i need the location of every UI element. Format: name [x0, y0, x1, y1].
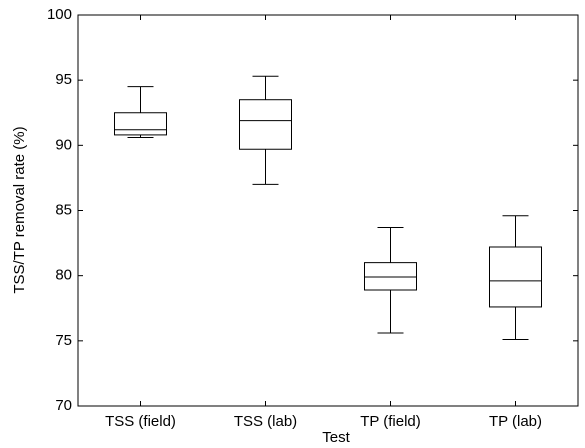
box	[239, 99, 292, 150]
x-axis-label: Test	[322, 429, 350, 446]
x-tick-label: TP (field)	[360, 413, 421, 430]
plot-frame	[77, 14, 579, 407]
x-tick-label: TP (lab)	[489, 413, 542, 430]
y-tick-label: 95	[55, 71, 72, 88]
box	[489, 246, 542, 308]
x-tick-label: TSS (lab)	[234, 413, 297, 430]
y-tick-label: 85	[55, 201, 72, 218]
y-tick-label: 90	[55, 136, 72, 153]
x-tick-label: TSS (field)	[105, 413, 176, 430]
y-tick-label: 100	[47, 6, 72, 23]
y-tick-label: 70	[55, 397, 72, 414]
y-axis-label: TSS/TP removal rate (%)	[11, 126, 28, 293]
y-tick-label: 75	[55, 332, 72, 349]
y-tick-label: 80	[55, 267, 72, 284]
box	[364, 262, 417, 291]
box	[114, 112, 167, 136]
